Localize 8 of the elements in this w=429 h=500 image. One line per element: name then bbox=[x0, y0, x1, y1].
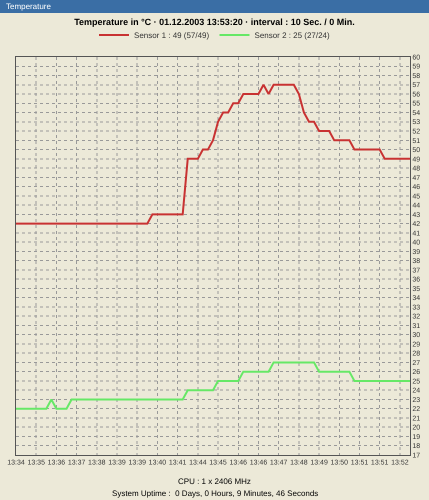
text: Temperature bbox=[6, 2, 52, 11]
legend-label: Sensor 1 : 49 (57/49) bbox=[134, 31, 210, 40]
text: System Uptime : 0 Days, 0 Hours, 9 Minutes, 46 Seconds bbox=[112, 489, 318, 498]
line-series bbox=[16, 84, 410, 225]
line-series bbox=[16, 361, 410, 410]
legend-label: Sensor 2 : 25 (27/24) bbox=[254, 31, 330, 40]
chart-title: Temperature in °C · 01.12.2003 13:53:20 · interval : 10 Sec. / 0 Min. bbox=[74, 17, 355, 28]
text: CPU : 1 x 2406 MHz bbox=[178, 477, 251, 486]
